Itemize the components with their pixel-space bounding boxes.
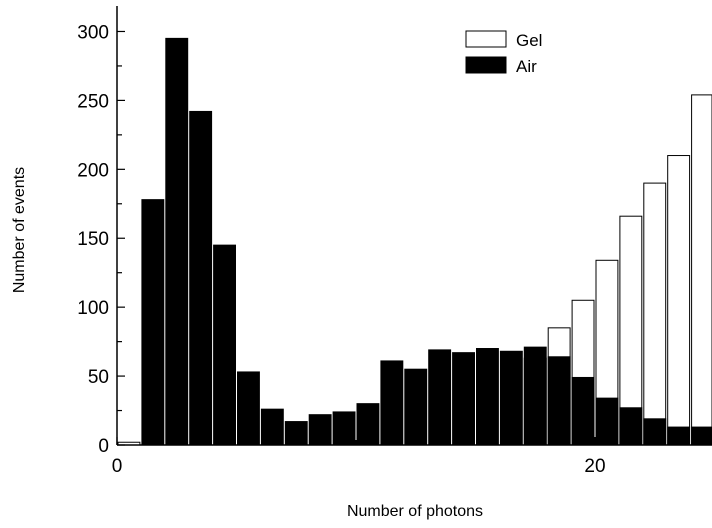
bar-air-12 bbox=[404, 368, 428, 446]
bar-air-8 bbox=[308, 414, 332, 446]
bar-air-15 bbox=[476, 348, 499, 446]
y-tick-label: 250 bbox=[77, 91, 109, 112]
bar-air-23 bbox=[667, 426, 691, 446]
y-tick-label: 300 bbox=[77, 22, 109, 43]
bar-air-7 bbox=[284, 421, 308, 446]
bar-air-17 bbox=[523, 346, 547, 446]
bar-air-4 bbox=[213, 244, 237, 446]
bar-air-1 bbox=[141, 199, 165, 446]
legend-swatch-air bbox=[465, 56, 507, 74]
bar-gel-22 bbox=[643, 182, 667, 446]
bar-air-20 bbox=[595, 397, 619, 446]
bar-air-22 bbox=[643, 418, 667, 446]
bar-air-19 bbox=[571, 376, 595, 446]
legend-label-air: Air bbox=[516, 57, 537, 76]
bar-air-10 bbox=[356, 403, 380, 446]
bar-air-9 bbox=[332, 411, 356, 446]
bar-air-14 bbox=[452, 352, 476, 446]
x-axis-title: Number of photons bbox=[347, 503, 483, 520]
bar-air-6 bbox=[260, 408, 284, 446]
bars-layer bbox=[117, 37, 712, 446]
bar-gel-23 bbox=[667, 155, 691, 446]
bar-air-3 bbox=[189, 110, 213, 446]
bar-air-11 bbox=[380, 360, 404, 446]
bar-air-5 bbox=[237, 371, 260, 446]
y-tick-label: 50 bbox=[88, 367, 109, 388]
legend-label-gel: Gel bbox=[516, 31, 542, 50]
series-air bbox=[141, 37, 712, 446]
y-axis-title: Number of events bbox=[11, 167, 28, 293]
y-tick-label: 200 bbox=[77, 160, 109, 181]
bar-air-24 bbox=[691, 426, 712, 446]
bar-gel-24 bbox=[691, 94, 712, 446]
bar-air-21 bbox=[619, 407, 643, 446]
y-tick-label: 0 bbox=[98, 436, 109, 457]
bar-air-18 bbox=[547, 356, 571, 446]
bar-air-16 bbox=[499, 350, 523, 446]
bar-air-13 bbox=[428, 349, 452, 446]
x-tick-label: 20 bbox=[584, 456, 605, 477]
bar-air-2 bbox=[165, 37, 189, 446]
axes-layer: 05010015020025030002040 bbox=[77, 6, 712, 477]
legend-swatch-gel bbox=[465, 30, 507, 48]
legend: Gel Air bbox=[465, 30, 542, 76]
y-tick-label: 150 bbox=[77, 229, 109, 250]
y-tick-label: 100 bbox=[77, 298, 109, 319]
x-tick-label: 0 bbox=[112, 456, 123, 477]
